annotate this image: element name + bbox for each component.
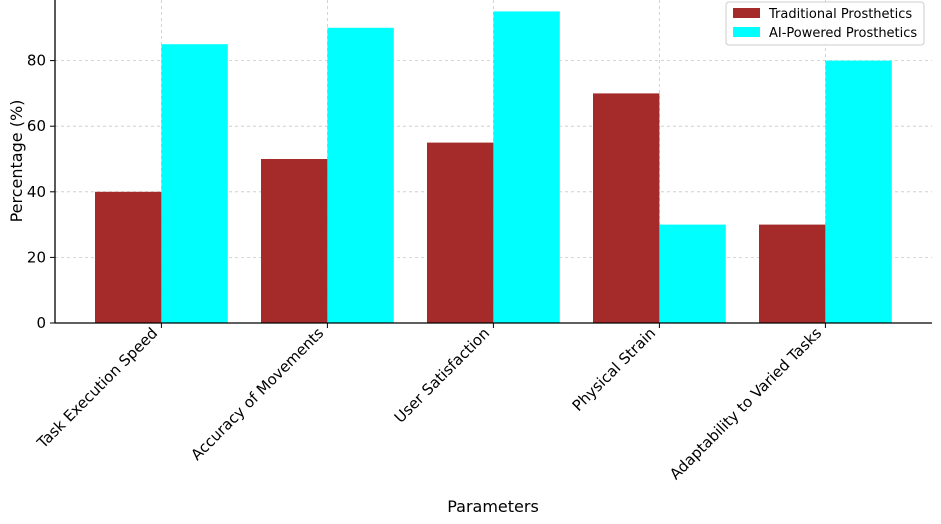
legend-box [725,1,925,46]
y-tick-label: 60 [27,117,46,135]
x-tick-label: User Satisfaction [391,324,494,427]
y-axis-title: Percentage (%) [7,100,26,223]
legend: Traditional Prosthetics AI-Powered Prost… [725,1,925,46]
y-tick-label: 20 [27,248,46,266]
bar-ai-powered [161,44,228,323]
x-tick-label: Task Execution Speed [33,324,161,452]
legend-swatch-traditional [733,8,760,18]
bar-ai-powered [825,60,892,323]
bar-traditional [593,93,660,324]
y-tick-label: 80 [27,52,46,70]
legend-label-traditional: Traditional Prosthetics [768,7,912,22]
bar-ai-powered [493,11,560,324]
x-axis-title: Parameters [447,497,539,516]
x-tick-label: Adaptability to Varied Tasks [666,324,825,483]
x-tick-label: Accuracy of Movements [187,324,327,464]
y-tick-label: 40 [27,183,46,201]
bar-ai-powered [327,27,394,324]
y-tick-label: 0 [36,314,46,332]
bars [95,11,892,324]
legend-swatch-ai [733,27,760,37]
bar-traditional [261,159,328,323]
x-ticks: Task Execution Speed Accuracy of Movement… [33,323,826,483]
bar-traditional [427,142,494,323]
bar-traditional [95,191,162,323]
bar-ai-powered [659,224,726,323]
bar-traditional [759,224,826,323]
legend-label-ai: AI-Powered Prosthetics [769,26,917,41]
y-ticks: 0 20 40 60 80 [27,52,55,332]
x-tick-label: Physical Strain [569,324,660,415]
